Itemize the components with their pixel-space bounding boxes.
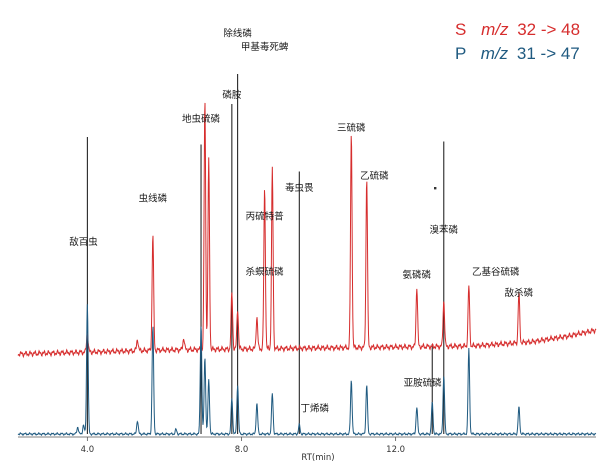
peak-label: 亚胺硫磷	[404, 377, 443, 389]
peak-label: 敌杀磷	[505, 287, 534, 299]
legend-s-transition: 32 -> 48	[517, 20, 580, 39]
x-tick-label: 4.0	[81, 445, 95, 455]
peak-label: 乙基谷硫磷	[472, 266, 520, 278]
legend-p-transition: 31 -> 47	[517, 44, 580, 63]
peak-label: 杀螟硫磷	[246, 266, 285, 278]
peak-label: 丙硫特普	[246, 211, 285, 223]
peak-label: 溴苯磷	[430, 224, 459, 236]
legend-item-s: S m/z 32 -> 48	[455, 20, 580, 39]
x-axis-label: RT(min)	[301, 453, 334, 463]
peak-label: 甲基毒死蜱	[241, 41, 289, 53]
peak-label: 敌百虫	[69, 236, 98, 248]
series-lines	[17, 102, 597, 437]
legend: S m/z 32 -> 48 P m/z 31 -> 47	[455, 20, 580, 63]
legend-s-mz: m/z	[481, 20, 509, 39]
peak-label: 三硫磷	[337, 122, 366, 134]
x-tick-label: 12.0	[386, 445, 405, 455]
peak-label: 地虫硫磷	[182, 113, 221, 125]
peak-label: 毒虫畏	[285, 182, 314, 194]
peak-label: 乙硫磷	[360, 170, 389, 182]
peak-label: 氨磷磷	[403, 269, 432, 281]
peak-label: 磷胺	[222, 89, 242, 101]
peak-label: 虫线磷	[139, 193, 168, 205]
series-p-line	[17, 304, 597, 437]
annotation-dot	[434, 187, 437, 190]
legend-item-p: P m/z 31 -> 47	[455, 44, 580, 63]
legend-p-mz: m/z	[481, 44, 509, 63]
x-axis-ticks: 4.0 8.0 12.0	[81, 437, 405, 455]
legend-p-channel: P	[455, 44, 466, 63]
series-s-line	[17, 102, 597, 359]
peak-label: 除线磷	[223, 28, 252, 40]
peak-label: 丁烯磷	[300, 403, 329, 415]
x-tick-label: 8.0	[235, 445, 249, 455]
legend-s-channel: S	[455, 20, 466, 39]
